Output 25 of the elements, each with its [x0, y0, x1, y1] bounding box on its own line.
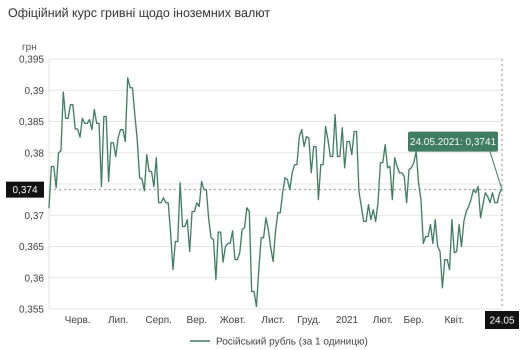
y-tick-label: 0,37	[24, 210, 44, 222]
y-tick-label: 0,36	[24, 273, 44, 284]
annotation: 24.05.2021: 0,3741	[410, 137, 497, 148]
x-tick-label: Груд.	[297, 315, 321, 326]
x-tick-label: 24.05	[489, 316, 515, 326]
y-tick-label: 0,385	[18, 117, 44, 128]
chart-title: Офіційний курс гривні щодо іноземних валют	[8, 6, 270, 20]
x-tick-label: Квіт.	[444, 315, 464, 326]
x-tick-label: Жовт.	[220, 315, 246, 326]
x-tick-label: Лист.	[261, 315, 285, 326]
y-tick-label: 0,39	[24, 86, 44, 97]
x-tick-label: Лют.	[372, 315, 393, 326]
ref-line-label: 0,374	[12, 185, 38, 196]
x-tick-label: Вер.	[186, 315, 208, 326]
x-tick-label: 2021	[336, 315, 359, 326]
x-tick-label: Лип.	[108, 315, 128, 326]
legend-label: Російський рубль (за 1 одиницю)	[216, 336, 368, 348]
y-tick-label: 0,355	[18, 304, 44, 316]
y-tick-label: 0,365	[18, 242, 44, 253]
x-tick-label: Бер.	[404, 315, 424, 326]
y-tick-label: 0,395	[18, 54, 44, 66]
x-tick-label: Черв.	[64, 315, 91, 326]
x-tick-label: Серп.	[145, 315, 172, 326]
y-axis-title: грн	[22, 42, 37, 53]
y-tick-label: 0,38	[24, 148, 44, 160]
